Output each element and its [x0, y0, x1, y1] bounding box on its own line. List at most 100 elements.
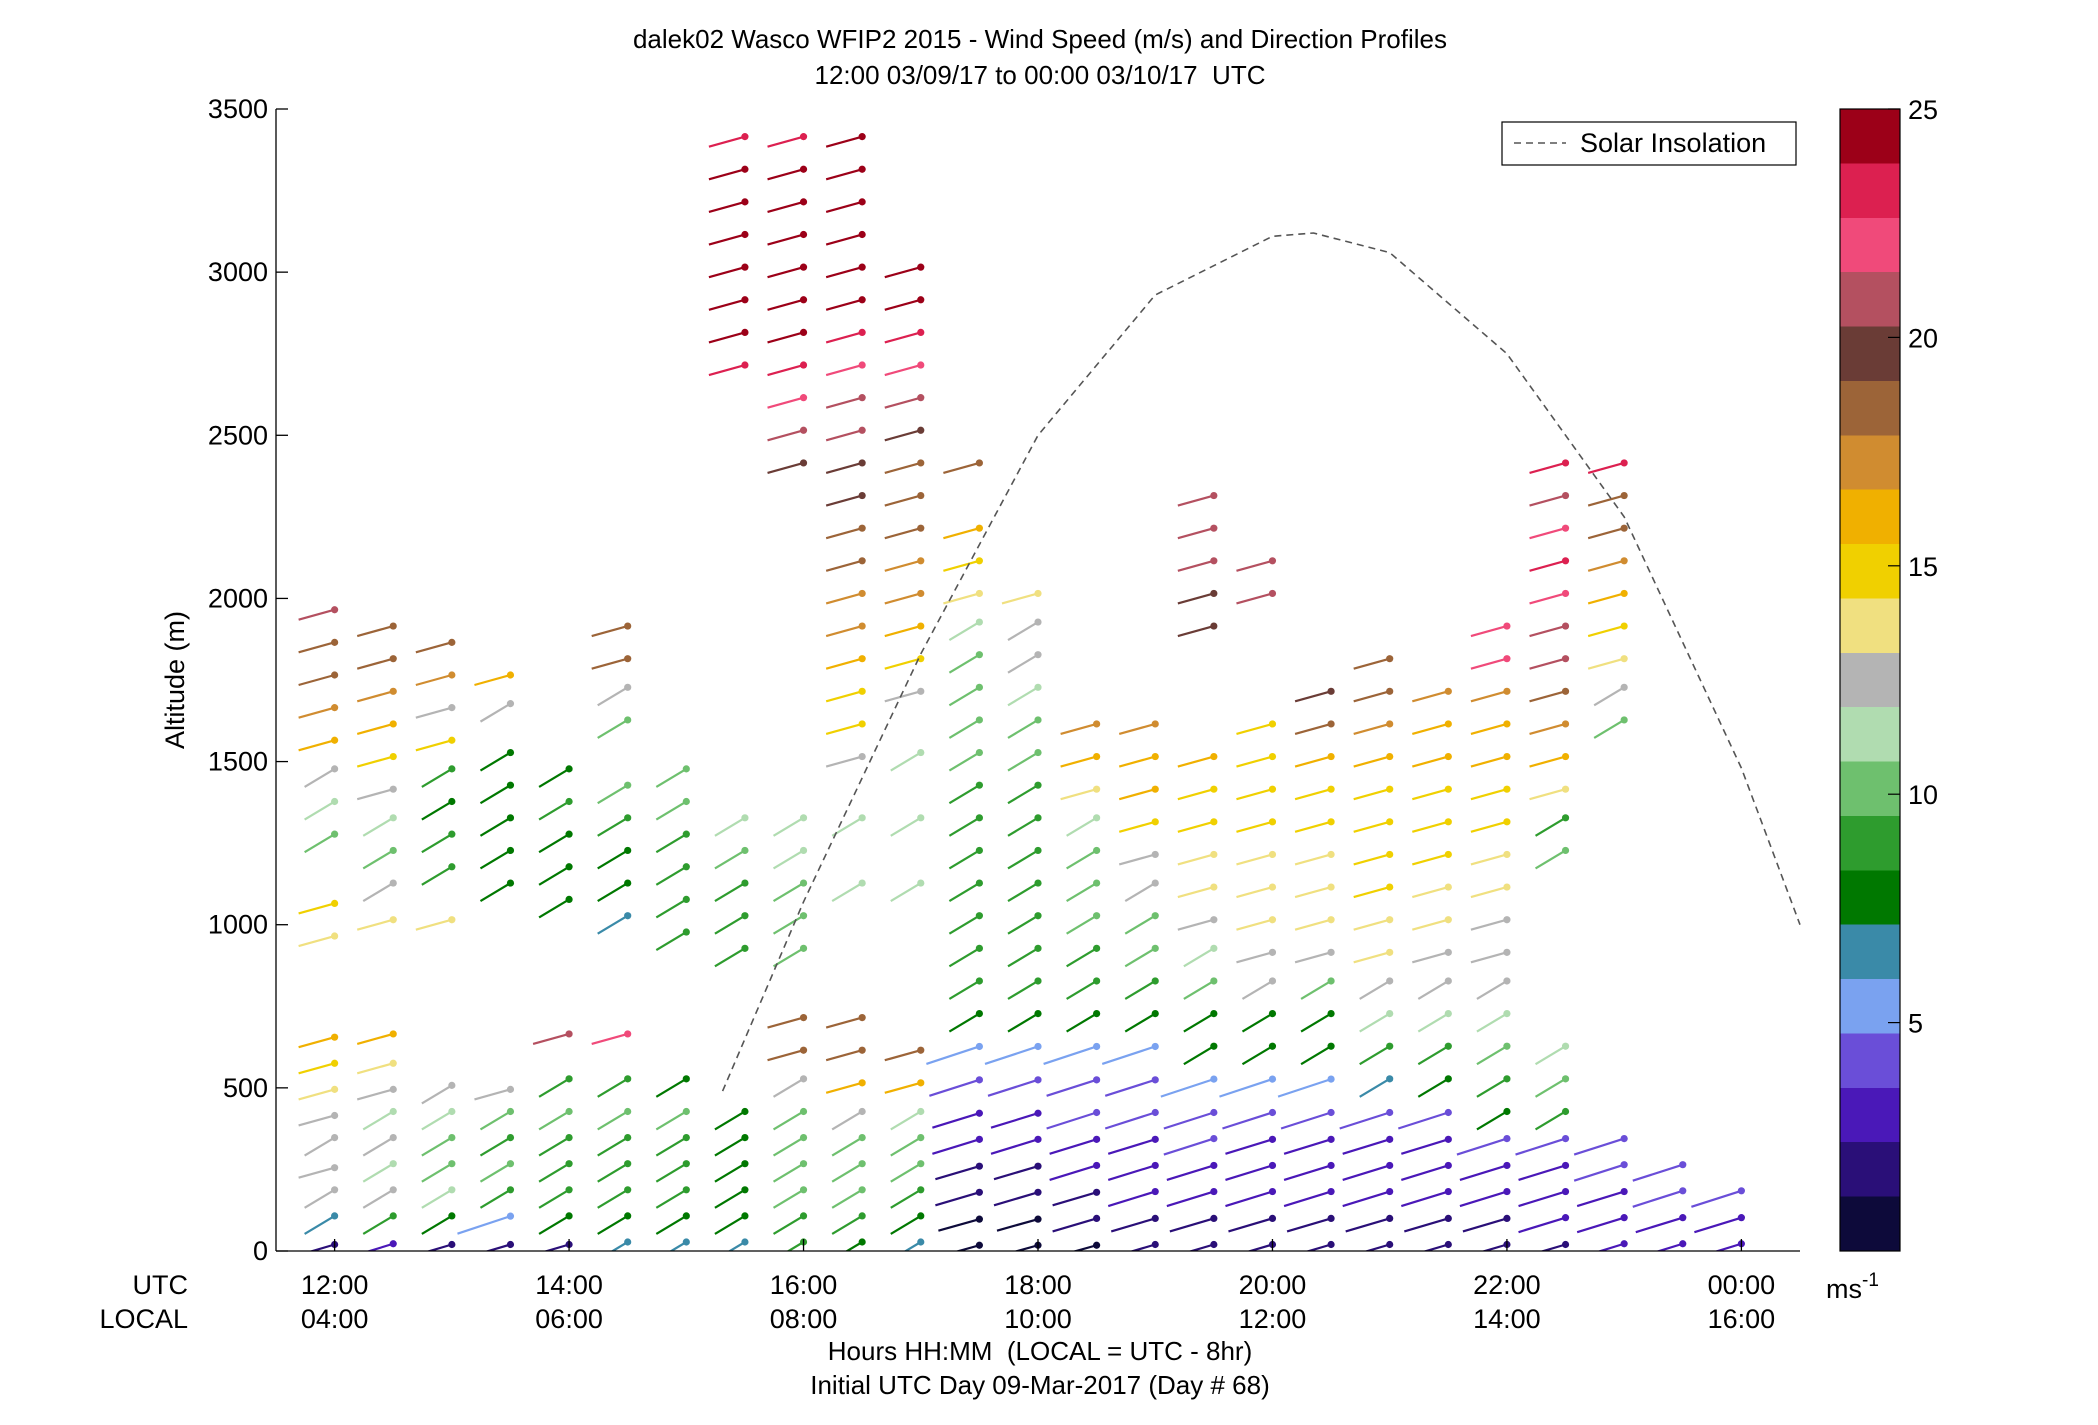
wind-barb-shaft — [772, 849, 805, 870]
wind-barb-shaft — [1118, 722, 1156, 736]
wind-barb-head — [1268, 1010, 1277, 1018]
wind-barb — [884, 524, 925, 540]
x-tick-label-local: 10:00 — [1004, 1304, 1072, 1334]
wind-barb — [772, 814, 808, 837]
x-tick-label-local: 16:00 — [1708, 1304, 1776, 1334]
wind-barb-head — [1210, 916, 1218, 924]
wind-barb-shaft — [1518, 1190, 1566, 1208]
wind-barb — [1459, 1161, 1511, 1181]
wind-barb-shaft — [831, 1188, 863, 1209]
wind-barb-shaft — [1529, 461, 1566, 474]
wind-barb — [1342, 1187, 1394, 1208]
wind-barb-head — [448, 830, 456, 838]
wind-barb-shaft — [479, 702, 512, 723]
wind-barb-shaft — [1236, 951, 1273, 964]
wind-barb-shaft — [1345, 1217, 1391, 1233]
y-tick-label: 3500 — [208, 94, 268, 124]
wind-barb-shaft — [415, 673, 453, 687]
wind-barb-head — [1503, 655, 1511, 663]
wind-barb-head — [506, 1085, 515, 1093]
wind-barb-head — [917, 524, 925, 532]
wind-barb-shaft — [938, 1218, 980, 1232]
wind-barb — [1294, 916, 1335, 931]
wind-barb-head — [858, 589, 866, 598]
wind-barb-shaft — [1353, 788, 1390, 801]
wind-barb — [591, 1030, 632, 1045]
wind-barb-head — [389, 814, 397, 822]
wind-barb-shaft — [1228, 1217, 1273, 1233]
wind-barb — [1470, 883, 1511, 899]
wind-barb-head — [1034, 589, 1042, 598]
wind-barb-head — [799, 944, 808, 952]
wind-barb-shaft — [1587, 527, 1625, 540]
wind-barb-shaft — [1339, 1111, 1391, 1130]
wind-barb — [304, 1133, 339, 1157]
wind-barb-shaft — [655, 865, 687, 886]
wind-barb-shaft — [1462, 1217, 1508, 1233]
wind-barb-shaft — [1459, 1190, 1508, 1208]
wind-barb-head — [858, 1212, 866, 1220]
wind-barb-head — [448, 1081, 456, 1089]
wind-barb-head — [858, 426, 866, 434]
wind-barb-shaft — [1177, 820, 1215, 833]
wind-barb — [1412, 850, 1452, 866]
wind-barb-head — [975, 557, 983, 565]
wind-barb-shaft — [1518, 1216, 1566, 1234]
wind-barb-shaft — [1283, 1138, 1332, 1155]
wind-barb-shaft — [538, 1188, 570, 1209]
wind-barb — [948, 977, 983, 1000]
wind-barb-head — [1327, 948, 1335, 956]
wind-barb-head — [448, 638, 456, 646]
wind-barb-head — [1210, 1134, 1218, 1143]
wind-barb-shaft — [932, 1138, 980, 1155]
wind-barb-head — [917, 748, 925, 757]
wind-barb-shaft — [591, 1032, 628, 1045]
wind-barb-head — [1503, 977, 1511, 985]
wind-barb-shaft — [825, 690, 863, 703]
wind-barb — [1283, 1135, 1335, 1155]
wind-barb — [1342, 1161, 1394, 1181]
wind-barb — [714, 912, 749, 935]
wind-barb — [890, 814, 925, 837]
wind-barb — [1400, 1135, 1452, 1155]
wind-barb — [1236, 818, 1277, 833]
wind-barb-shaft — [708, 266, 746, 279]
wind-barb — [591, 622, 632, 638]
wind-barb-shaft — [1470, 886, 1508, 899]
wind-barb-head — [1034, 1215, 1042, 1223]
wind-barb-head — [1679, 1240, 1687, 1248]
wind-barb-shaft — [890, 1162, 922, 1183]
wind-barb-shaft — [825, 1016, 863, 1029]
wind-barb — [1417, 1042, 1452, 1066]
wind-barb-shaft — [1632, 1163, 1684, 1182]
wind-barb-shaft — [1177, 559, 1215, 572]
wind-barb — [1066, 814, 1101, 837]
wind-barb-head — [565, 1030, 573, 1038]
wind-barb-shaft — [1043, 1045, 1097, 1066]
wind-barb-shaft — [1246, 1243, 1273, 1251]
wind-barb-shaft — [1294, 918, 1332, 931]
wind-barb-head — [1034, 1042, 1042, 1051]
wind-barb-shaft — [298, 1114, 335, 1127]
wind-barb-head — [1444, 785, 1452, 793]
wind-barb — [1283, 1187, 1335, 1208]
wind-barb — [304, 1212, 339, 1235]
wind-barb — [1587, 655, 1628, 670]
wind-barb-head — [799, 1075, 808, 1083]
wind-barb — [597, 1160, 632, 1183]
wind-barb — [1052, 1188, 1101, 1207]
wind-barb-head — [1561, 1134, 1570, 1143]
wind-barb-head — [565, 830, 573, 838]
wind-barb-shaft — [1459, 1164, 1508, 1181]
wind-barb-shaft — [825, 266, 863, 279]
wind-barb-head — [1034, 879, 1042, 887]
wind-barb-head — [389, 785, 397, 793]
wind-barb — [610, 1238, 632, 1251]
wind-barb — [1286, 1214, 1335, 1233]
wind-barb-shaft — [1470, 657, 1508, 670]
wind-barb-shaft — [1225, 1190, 1273, 1208]
wind-barb-shaft — [304, 1188, 336, 1209]
wind-barb — [1417, 1075, 1452, 1098]
wind-barb-head — [799, 1160, 808, 1168]
wind-barb-head — [858, 1160, 866, 1168]
